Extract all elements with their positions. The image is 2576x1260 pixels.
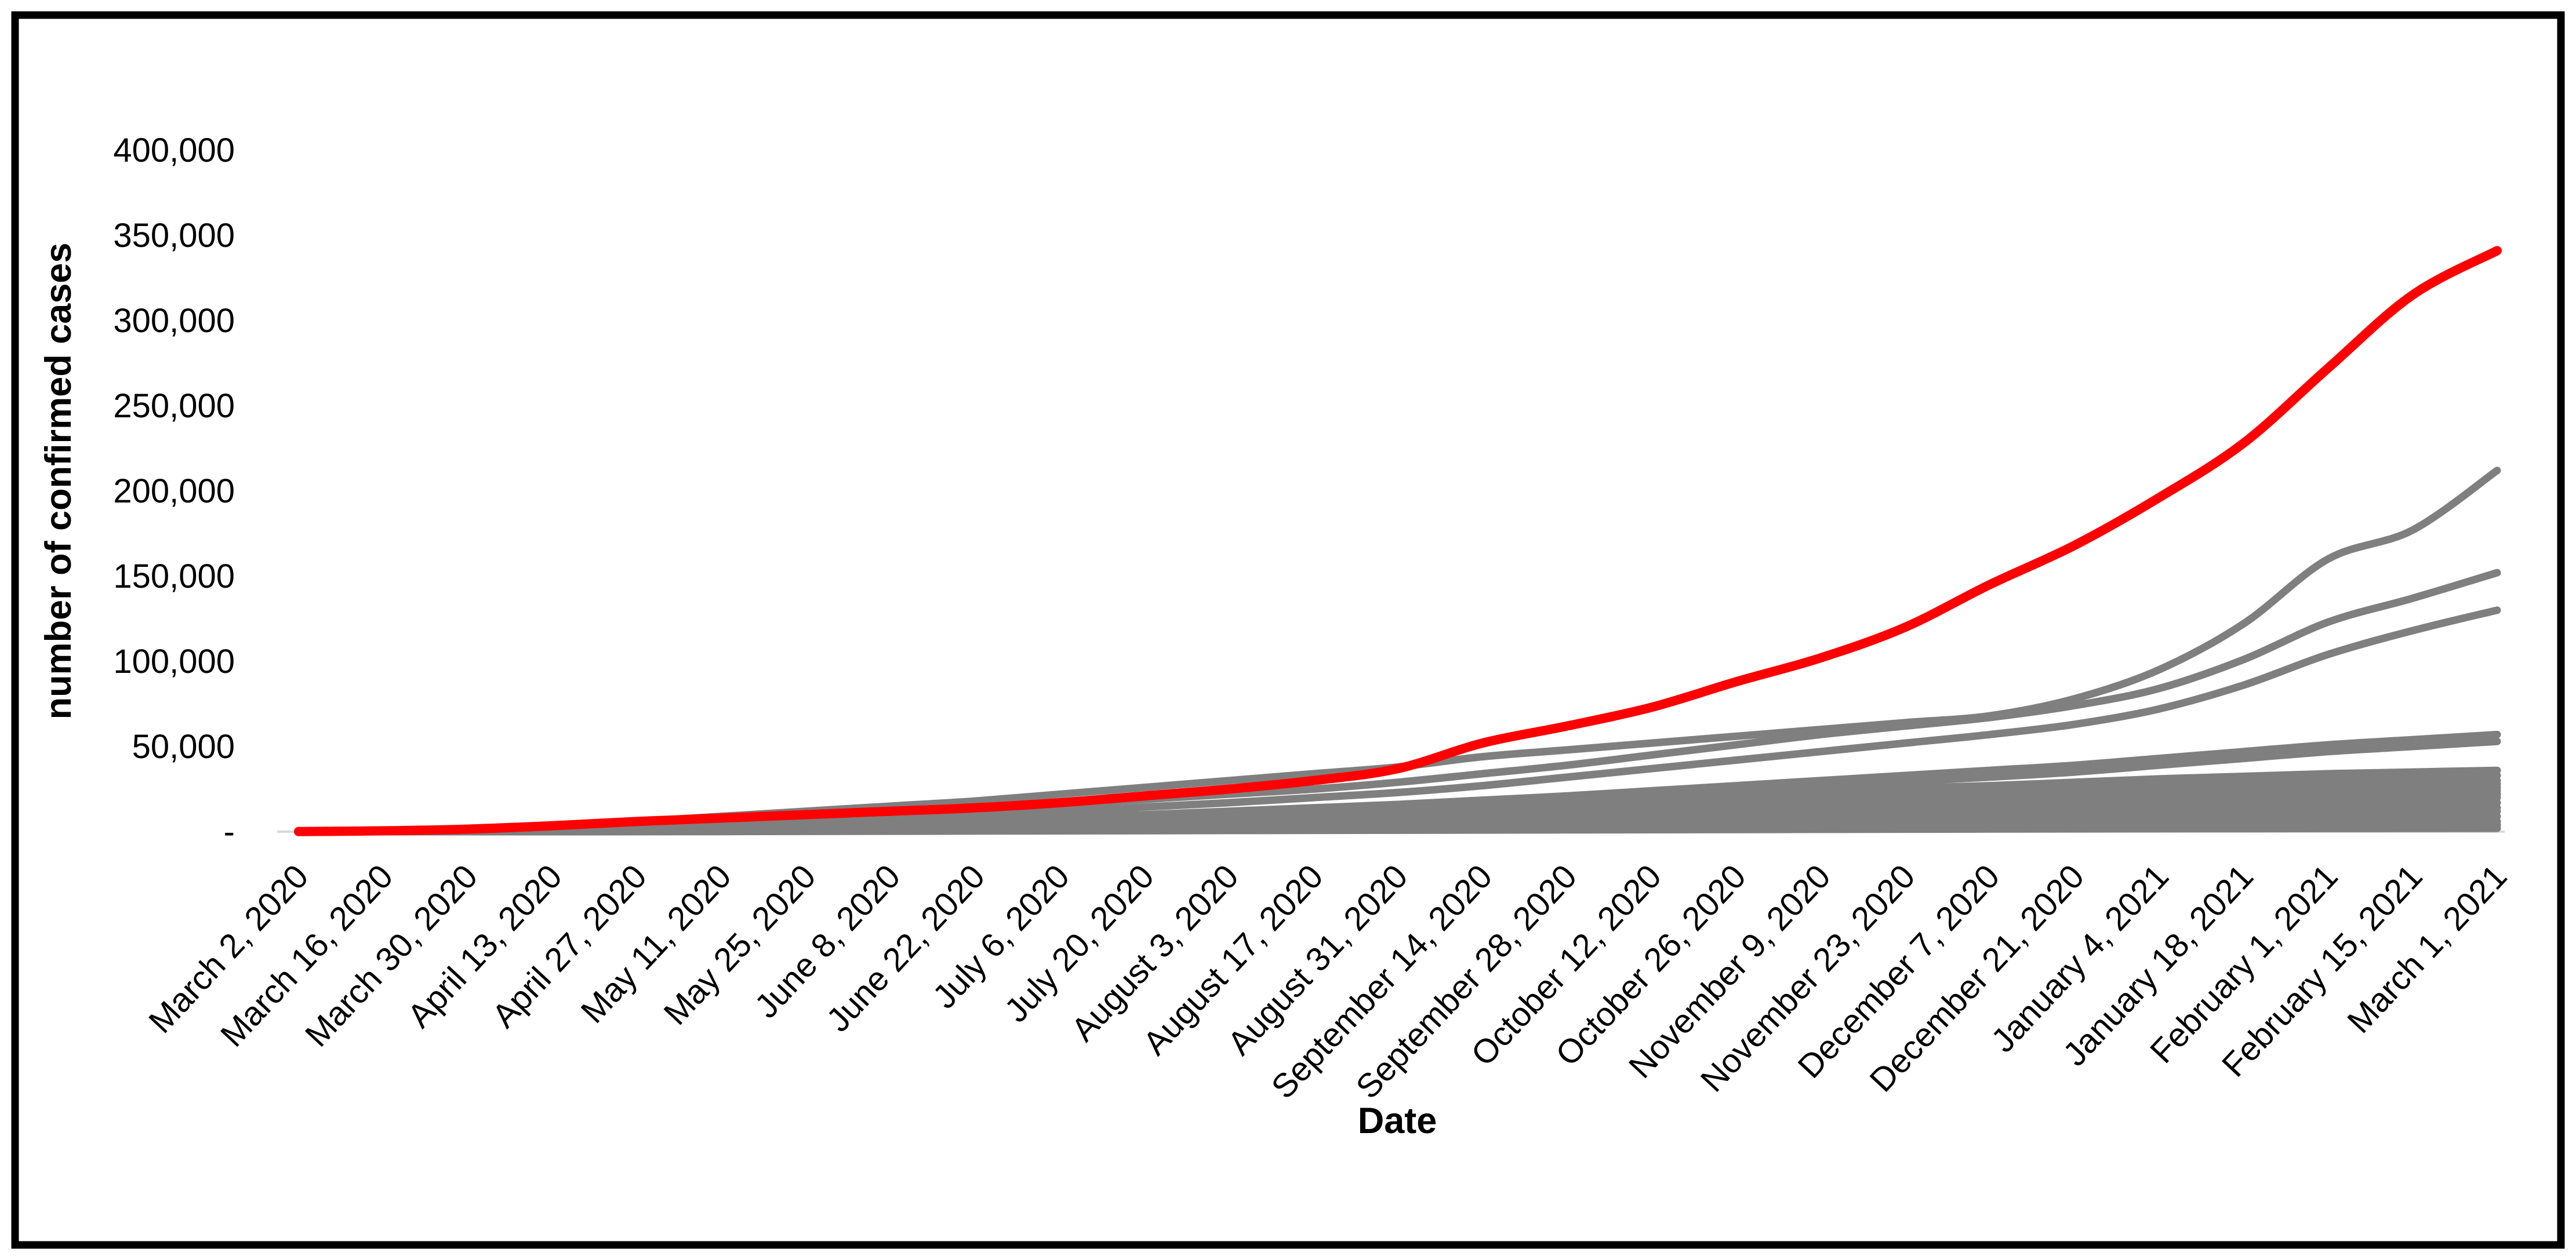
y-tick-label: 300,000 — [113, 302, 235, 340]
y-tick-label: 150,000 — [113, 558, 235, 595]
x-axis-title: Date — [1358, 1101, 1437, 1141]
y-tick-label: 250,000 — [113, 387, 235, 425]
x-tick-label: July 20, 2020 — [997, 858, 1161, 1030]
y-axis-tick-labels: - 50,000 100,000 150,000 200,000 250,000 300,0… — [113, 132, 235, 851]
x-tick-label: May 11, 2020 — [573, 858, 738, 1030]
plot-series — [294, 246, 2502, 836]
y-tick-label: - — [224, 813, 235, 851]
y-axis-title: number of confirmed cases — [38, 243, 79, 720]
y-tick-label: 200,000 — [113, 472, 235, 510]
y-tick-label: 50,000 — [132, 728, 235, 766]
y-tick-label: 350,000 — [113, 217, 235, 254]
y-tick-label: 400,000 — [113, 132, 235, 169]
line-series-01-highlighted — [294, 246, 2502, 836]
y-tick-label: 100,000 — [113, 643, 235, 680]
figure-border — [11, 11, 2565, 1249]
